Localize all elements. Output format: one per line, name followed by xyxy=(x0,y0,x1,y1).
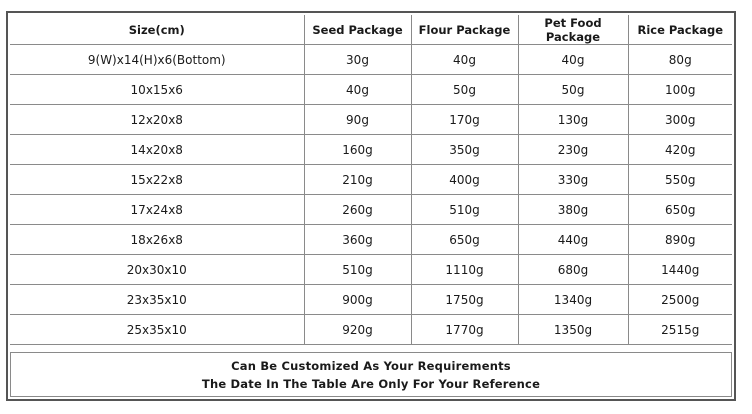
table-row: 14x20x8 160g 350g 230g 420g xyxy=(10,134,732,165)
cell-rice: 80g xyxy=(627,44,732,75)
cell-pet-food: 1340g xyxy=(517,284,629,315)
cell-size: 12x20x8 xyxy=(10,104,305,135)
cell-flour: 1770g xyxy=(410,314,519,345)
table-row: 10x15x6 40g 50g 50g 100g xyxy=(10,74,732,105)
cell-seed: 90g xyxy=(303,104,412,135)
table-row: 23x35x10 900g 1750g 1340g 2500g xyxy=(10,284,732,315)
cell-size: 15x22x8 xyxy=(10,164,305,195)
cell-rice: 420g xyxy=(627,134,732,165)
header-flour-package: Flour Package xyxy=(410,15,519,45)
cell-size: 25x35x10 xyxy=(10,314,305,345)
table-row: 18x26x8 360g 650g 440g 890g xyxy=(10,224,732,255)
cell-rice: 1440g xyxy=(627,254,732,285)
table-header-row: Size(cm) Seed Package Flour Package Pet … xyxy=(10,15,732,45)
table-row: 15x22x8 210g 400g 330g 550g xyxy=(10,164,732,195)
table-row: 25x35x10 920g 1770g 1350g 2515g xyxy=(10,314,732,345)
cell-pet-food: 680g xyxy=(517,254,629,285)
cell-rice: 300g xyxy=(627,104,732,135)
cell-size: 14x20x8 xyxy=(10,134,305,165)
cell-pet-food: 40g xyxy=(517,44,629,75)
header-rice-package: Rice Package xyxy=(627,15,732,45)
header-pet-food-package: Pet Food Package xyxy=(517,15,629,45)
cell-size: 23x35x10 xyxy=(10,284,305,315)
cell-seed: 360g xyxy=(303,224,412,255)
cell-flour: 170g xyxy=(410,104,519,135)
cell-rice: 550g xyxy=(627,164,732,195)
reference-note-box: Can Be Customized As Your Requirements T… xyxy=(10,352,732,397)
spec-table-frame: Size(cm) Seed Package Flour Package Pet … xyxy=(6,11,736,401)
cell-pet-food: 380g xyxy=(517,194,629,225)
cell-seed: 210g xyxy=(303,164,412,195)
cell-flour: 1750g xyxy=(410,284,519,315)
cell-pet-food: 230g xyxy=(517,134,629,165)
reference-disclaimer: The Date In The Table Are Only For Your … xyxy=(201,376,541,391)
cell-pet-food: 50g xyxy=(517,74,629,105)
table-row: 9(W)x14(H)x6(Bottom) 30g 40g 40g 80g xyxy=(10,44,732,75)
cell-flour: 510g xyxy=(410,194,519,225)
cell-rice: 890g xyxy=(627,224,732,255)
cell-pet-food: 130g xyxy=(517,104,629,135)
header-size: Size(cm) xyxy=(10,15,305,45)
cell-seed: 510g xyxy=(303,254,412,285)
table-row: 17x24x8 260g 510g 380g 650g xyxy=(10,194,732,225)
table-body: 9(W)x14(H)x6(Bottom) 30g 40g 40g 80g 10x… xyxy=(10,44,732,345)
cell-rice: 2500g xyxy=(627,284,732,315)
cell-seed: 260g xyxy=(303,194,412,225)
cell-seed: 30g xyxy=(303,44,412,75)
table-row: 12x20x8 90g 170g 130g 300g xyxy=(10,104,732,135)
cell-flour: 650g xyxy=(410,224,519,255)
cell-rice: 2515g xyxy=(627,314,732,345)
cell-size: 20x30x10 xyxy=(10,254,305,285)
package-weight-table: Size(cm) Seed Package Flour Package Pet … xyxy=(10,15,732,345)
cell-seed: 160g xyxy=(303,134,412,165)
cell-rice: 100g xyxy=(627,74,732,105)
cell-pet-food: 440g xyxy=(517,224,629,255)
cell-flour: 350g xyxy=(410,134,519,165)
table-row: 20x30x10 510g 1110g 680g 1440g xyxy=(10,254,732,285)
cell-pet-food: 330g xyxy=(517,164,629,195)
cell-size: 17x24x8 xyxy=(10,194,305,225)
cell-flour: 40g xyxy=(410,44,519,75)
cell-seed: 40g xyxy=(303,74,412,105)
header-seed-package: Seed Package xyxy=(303,15,412,45)
cell-seed: 900g xyxy=(303,284,412,315)
cell-flour: 1110g xyxy=(410,254,519,285)
cell-flour: 400g xyxy=(410,164,519,195)
cell-size: 9(W)x14(H)x6(Bottom) xyxy=(10,44,305,75)
cell-seed: 920g xyxy=(303,314,412,345)
customization-note: Can Be Customized As Your Requirements xyxy=(231,358,511,373)
cell-pet-food: 1350g xyxy=(517,314,629,345)
cell-size: 18x26x8 xyxy=(10,224,305,255)
cell-flour: 50g xyxy=(410,74,519,105)
cell-rice: 650g xyxy=(627,194,732,225)
cell-size: 10x15x6 xyxy=(10,74,305,105)
